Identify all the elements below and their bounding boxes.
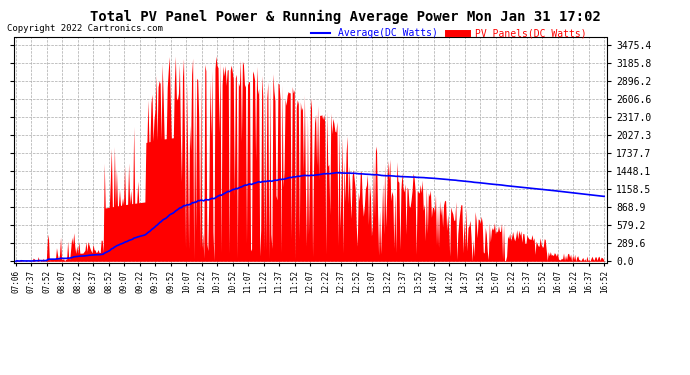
Legend: Average(DC Watts), PV Panels(DC Watts): Average(DC Watts), PV Panels(DC Watts) (307, 24, 591, 42)
Text: Copyright 2022 Cartronics.com: Copyright 2022 Cartronics.com (7, 24, 163, 33)
Text: Total PV Panel Power & Running Average Power Mon Jan 31 17:02: Total PV Panel Power & Running Average P… (90, 9, 600, 24)
